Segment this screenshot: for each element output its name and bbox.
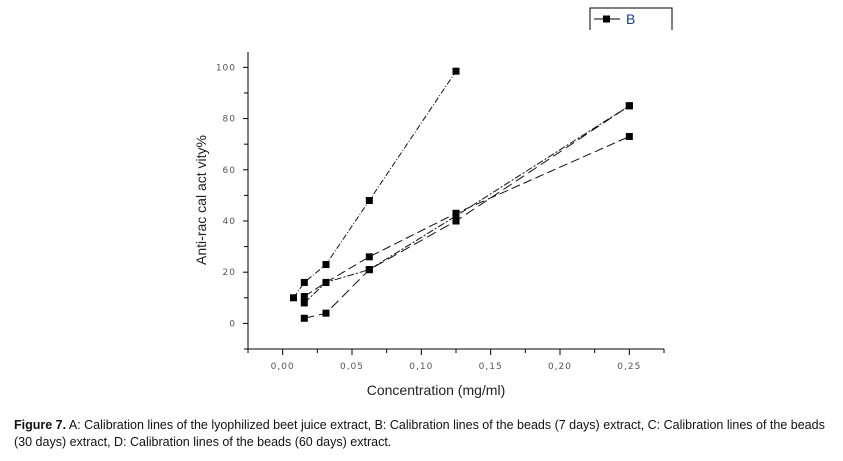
y-axis-title: Anti-rac cal act vity% — [193, 135, 209, 265]
y-tick-label: 60 — [223, 166, 236, 176]
legend-frame — [589, 7, 673, 30]
data-point — [322, 309, 330, 317]
x-tick-label: 0,00 — [271, 362, 295, 372]
y-tick-label: 100 — [216, 63, 236, 73]
series-c — [300, 102, 633, 307]
y-tick-label: 20 — [223, 268, 236, 278]
x-tick-label: 0,20 — [548, 362, 572, 372]
series-a — [289, 67, 460, 302]
figure-caption: Figure 7. A: Calibration lines of the ly… — [14, 417, 840, 451]
legend-label-b: B — [626, 11, 635, 27]
series-group — [289, 67, 633, 322]
series-d — [300, 102, 633, 322]
data-point — [365, 197, 373, 204]
calibration-chart: B 0 20 40 60 80 100 0,00 0,05 0,10 0,15 0,20 0,25 C… — [193, 7, 673, 398]
series-line-d — [304, 105, 630, 319]
data-point — [322, 278, 330, 286]
data-point — [365, 253, 373, 261]
x-tick-label: 0,10 — [409, 362, 433, 372]
data-point — [322, 261, 330, 269]
series-line-a — [293, 70, 457, 299]
data-point — [289, 294, 297, 302]
x-tick-label: 0,05 — [340, 362, 364, 372]
data-point — [452, 212, 460, 220]
data-point — [625, 132, 633, 140]
x-tick-label: 0,15 — [479, 362, 503, 372]
data-point — [300, 278, 308, 286]
series-line-b — [304, 136, 630, 297]
axes: 0 20 40 60 80 100 0,00 0,05 0,10 0,15 0,20 0,25 — [216, 52, 665, 372]
y-tick-label: 40 — [223, 217, 236, 227]
data-point — [452, 217, 460, 225]
caption-text: A: Calibration lines of the lyophilized … — [14, 418, 825, 449]
y-tick-label: 80 — [223, 115, 236, 125]
series-line-c — [303, 105, 630, 304]
data-point — [625, 102, 633, 110]
data-point — [300, 293, 308, 301]
legend: B — [589, 7, 673, 30]
x-axis-title: Concentration (mg/ml) — [367, 382, 506, 398]
data-point — [452, 67, 460, 75]
y-tick-label: 0 — [229, 319, 236, 329]
x-tick-label: 0,25 — [617, 362, 641, 372]
figure-label: Figure 7. — [14, 418, 67, 432]
data-point — [300, 314, 308, 322]
data-point — [300, 299, 308, 307]
data-point — [365, 266, 373, 274]
legend-marker — [603, 15, 610, 23]
